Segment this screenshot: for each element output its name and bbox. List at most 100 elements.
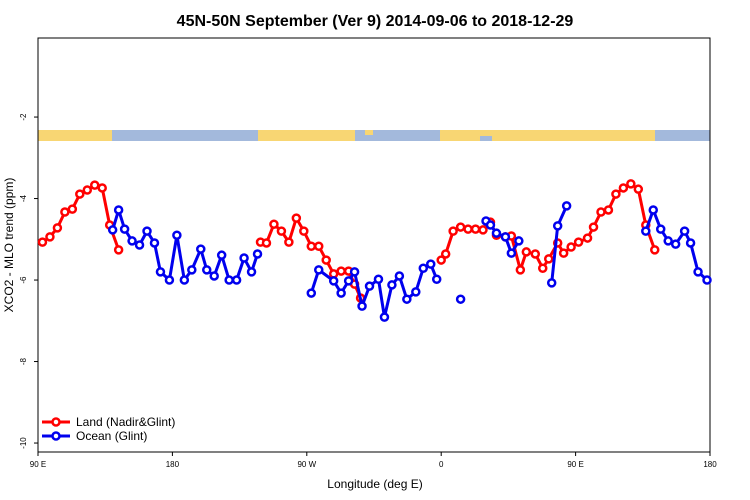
y-tick-label: -2 xyxy=(19,113,28,121)
point xyxy=(394,271,405,281)
point xyxy=(596,207,606,217)
y-tick-label: -8 xyxy=(19,357,28,365)
point xyxy=(349,267,360,277)
point xyxy=(543,254,554,264)
y-axis-label: XCO2 - MLO trend (ppm) xyxy=(2,178,16,313)
point xyxy=(373,274,384,284)
point xyxy=(269,219,279,229)
y-tick-label: -10 xyxy=(19,437,28,449)
plot-frame xyxy=(37,37,711,453)
point xyxy=(515,265,526,275)
point xyxy=(291,213,302,223)
point xyxy=(149,238,160,248)
point xyxy=(566,242,576,252)
point xyxy=(276,226,287,236)
point xyxy=(252,249,263,259)
point xyxy=(436,255,446,265)
point xyxy=(485,220,496,230)
point xyxy=(670,239,681,249)
point xyxy=(75,189,85,199)
point xyxy=(134,240,145,250)
point xyxy=(521,247,532,257)
point xyxy=(155,267,166,277)
point xyxy=(573,237,584,247)
point xyxy=(611,189,621,199)
x-tick-label: 180 xyxy=(703,460,717,469)
point xyxy=(172,230,182,240)
point xyxy=(231,275,242,285)
point xyxy=(500,232,511,242)
point xyxy=(455,222,466,232)
point xyxy=(336,288,346,298)
point xyxy=(179,275,190,285)
map-strip xyxy=(38,130,710,141)
point xyxy=(506,248,517,258)
point xyxy=(530,249,541,259)
point xyxy=(45,232,55,242)
x-tick-label: 90 E xyxy=(30,460,46,469)
point xyxy=(440,249,451,259)
point xyxy=(702,275,712,285)
point xyxy=(364,281,375,291)
point xyxy=(107,225,118,235)
point xyxy=(201,265,212,275)
point xyxy=(552,221,563,231)
point xyxy=(463,224,473,234)
point xyxy=(313,241,324,251)
point xyxy=(216,250,227,260)
point xyxy=(663,236,673,246)
point xyxy=(379,312,390,322)
point xyxy=(82,185,93,195)
point xyxy=(328,276,339,286)
point xyxy=(679,226,690,236)
point xyxy=(306,288,317,298)
x-axis-label: Longitude (deg E) xyxy=(327,477,422,491)
point xyxy=(618,183,629,193)
point xyxy=(649,245,660,255)
point xyxy=(546,278,557,288)
point xyxy=(284,237,294,247)
point xyxy=(142,226,152,236)
point xyxy=(448,226,458,236)
point xyxy=(313,265,324,275)
point xyxy=(343,276,354,286)
y-tick-label: -6 xyxy=(19,276,28,284)
x-tick-label: 90 W xyxy=(297,460,316,469)
point xyxy=(261,238,272,248)
point xyxy=(588,222,599,232)
point xyxy=(470,224,481,234)
point xyxy=(648,205,659,215)
x-tick-label: 180 xyxy=(166,460,180,469)
point xyxy=(693,267,703,277)
point xyxy=(641,226,651,236)
point xyxy=(603,205,614,215)
point xyxy=(196,244,206,254)
point xyxy=(89,180,100,190)
point xyxy=(119,224,130,234)
point xyxy=(411,287,421,297)
legend-label: Land (Nadir&Glint) xyxy=(76,415,175,429)
point xyxy=(387,280,397,290)
point xyxy=(626,179,636,189)
point xyxy=(37,237,48,247)
y-tick-label: -4 xyxy=(19,194,28,202)
point xyxy=(655,224,666,234)
point xyxy=(402,294,412,304)
point xyxy=(113,205,124,215)
legend-label: Ocean (Glint) xyxy=(76,429,147,443)
point xyxy=(52,223,63,233)
point xyxy=(431,274,442,284)
point xyxy=(425,259,436,269)
point xyxy=(685,238,696,248)
legend-marker xyxy=(51,417,61,427)
point xyxy=(60,207,70,217)
point xyxy=(97,183,107,193)
point xyxy=(113,245,124,255)
point xyxy=(561,201,572,211)
point xyxy=(321,255,331,265)
point xyxy=(209,271,219,281)
x-tick-label: 90 E xyxy=(567,460,583,469)
point xyxy=(164,275,175,285)
legend-marker xyxy=(51,431,61,441)
